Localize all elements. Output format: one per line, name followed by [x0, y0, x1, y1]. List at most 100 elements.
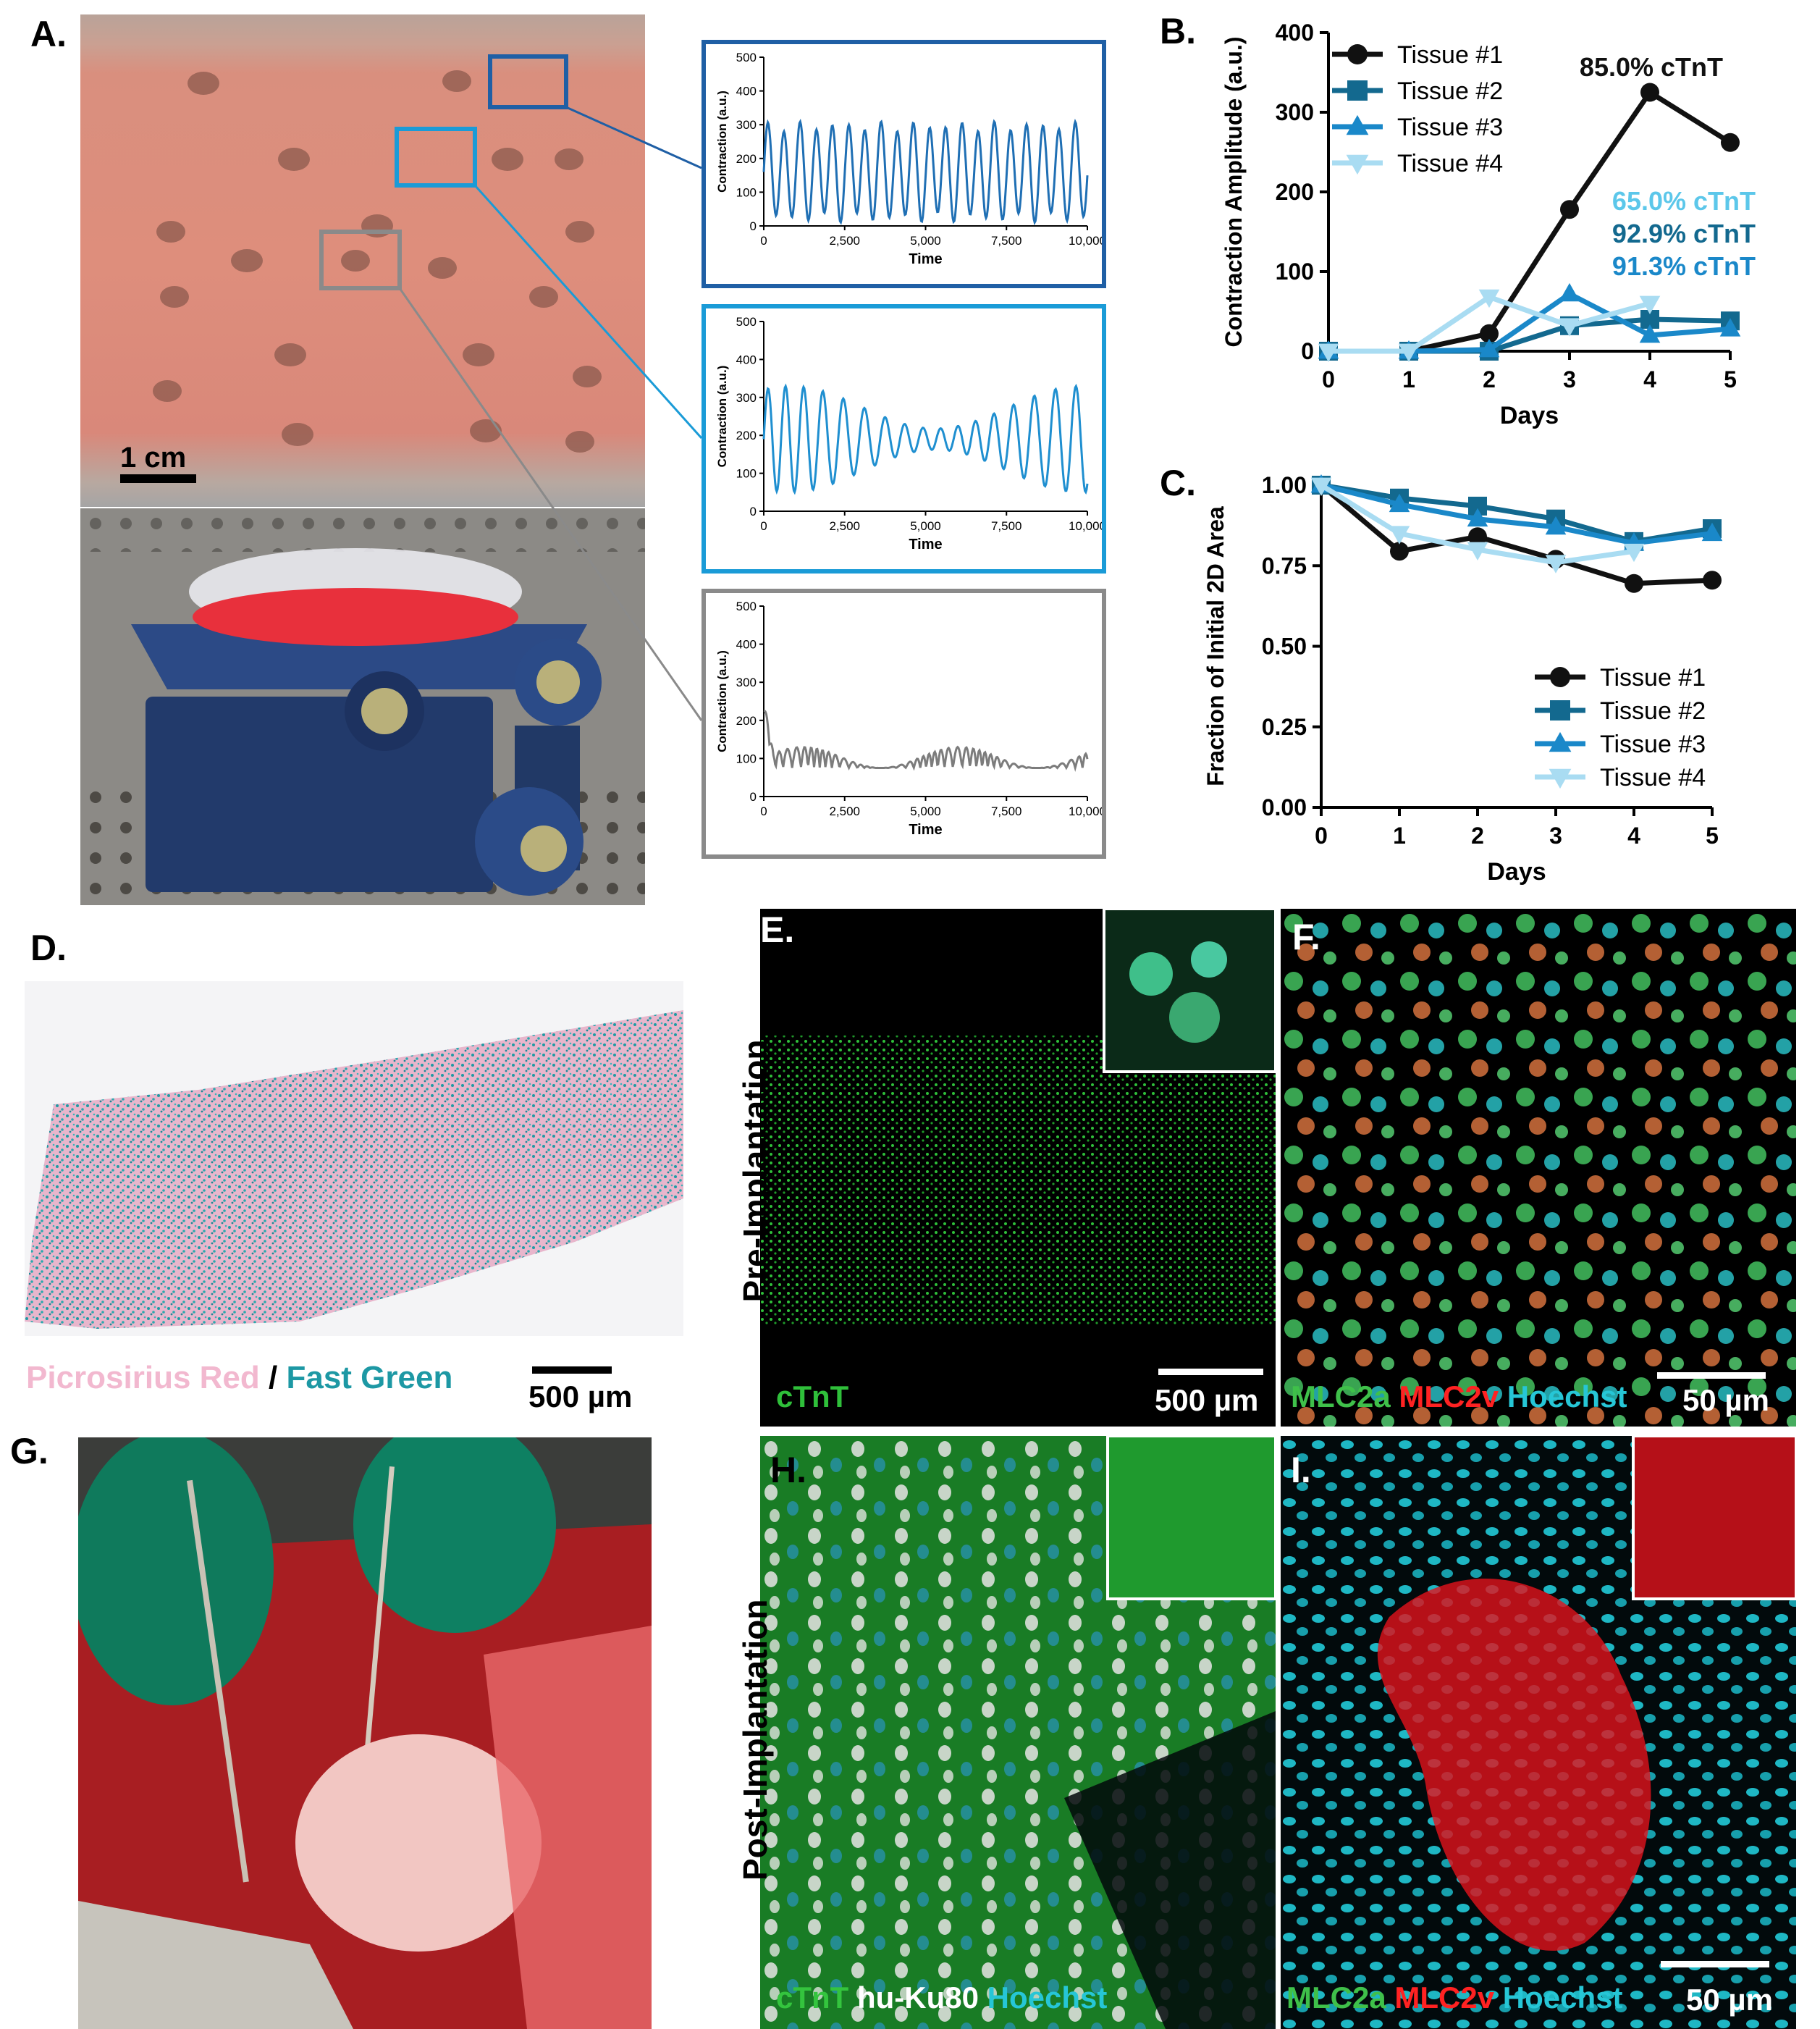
- trace-box-3: 0 100 200 300 400 500 0 2,500 5,000 7,500 10,000 Ti…: [702, 589, 1106, 859]
- y-tick-label: 0: [1301, 338, 1314, 364]
- trace-y-tick-label: 300: [736, 676, 757, 689]
- legend-marker-4: [1549, 768, 1572, 789]
- panel-d-label: D.: [30, 928, 67, 968]
- panel-g-label: G.: [10, 1431, 49, 1471]
- series-point-4: [1467, 542, 1488, 560]
- trace-line: [762, 118, 1089, 226]
- marker-mlc2v-i: MLC2v: [1394, 1980, 1495, 2015]
- series-point-4: [1318, 343, 1339, 362]
- panel-e-label: E.: [760, 910, 795, 950]
- trace-y-tick-label: 0: [750, 505, 757, 518]
- trace-y-tick-label: 400: [736, 638, 757, 652]
- series-point-1: [1390, 542, 1409, 561]
- trace-y-tick-label: 500: [736, 51, 757, 64]
- annotation-1: 85.0% cTnT: [1580, 52, 1723, 82]
- series-point-4: [1478, 289, 1500, 308]
- x-tick-label: 0: [1322, 366, 1335, 392]
- chart-b: 0 100 200 300 400 0 1 2 3 4 5 Days Contraction Ampli…: [1221, 20, 1756, 429]
- mlc-stain-post: [1281, 1436, 1796, 2029]
- series-point-3: [1701, 522, 1723, 542]
- series-point-1: [1560, 200, 1579, 219]
- series-point-3: [1559, 282, 1580, 302]
- marker-hoechst-f: Hoechst: [1507, 1379, 1627, 1413]
- trace-box-1: 0 100 200 300 400 500 0 2,500 5,000 7,500 10,000 Ti…: [702, 40, 1106, 288]
- scale-bar-e-text: 500 µm: [1155, 1383, 1259, 1417]
- device-photo: [80, 508, 645, 905]
- surgery-photo: [78, 1437, 652, 2029]
- trace-y-tick-label: 0: [750, 219, 757, 233]
- marker-legend-h: cTnT hu-Ku80 Hoechst: [776, 1980, 1107, 2015]
- series-line-1: [1319, 483, 1713, 587]
- marker-ctnt-h: cTnT: [776, 1980, 849, 2015]
- mlc-stain: [1281, 909, 1796, 1427]
- legend-marker-4: [1346, 154, 1369, 175]
- stained-tissue: [25, 1010, 683, 1329]
- y-tick-label: 0.00: [1262, 794, 1307, 820]
- trace-y-tick-label: 500: [736, 600, 757, 613]
- scale-bar-d-text: 500 µm: [528, 1379, 633, 1413]
- trace-y-tick-label: 300: [736, 391, 757, 405]
- stain-legend: Picrosirius Red / Fast Green: [26, 1360, 452, 1396]
- trace-line: [762, 383, 1089, 495]
- scale-bar-1cm: 1 cm: [120, 442, 187, 474]
- x-tick-label: 4: [1627, 823, 1640, 849]
- series-point-3: [1478, 338, 1500, 358]
- trace-x-tick-label: 5,000: [910, 805, 941, 818]
- series-point-4: [1389, 526, 1410, 545]
- series-point-4: [1310, 477, 1332, 496]
- series-point-4: [1545, 555, 1567, 574]
- trace-x-tick-label: 2,500: [829, 519, 860, 533]
- panel-b-label: B.: [1160, 11, 1196, 51]
- trace-y-tick-label: 100: [736, 185, 757, 199]
- marker-hoechst-h: Hoechst: [987, 1980, 1108, 2015]
- marker-legend-f: MLC2a MLC2v Hoechst: [1291, 1379, 1627, 1414]
- trace-x-tick-label: 2,500: [829, 234, 860, 248]
- post-implantation-label: Post-Implantation: [736, 1599, 774, 1881]
- x-tick-label: 2: [1471, 823, 1484, 849]
- series-line-3: [1328, 290, 1731, 354]
- marker-legend-i: MLC2a MLC2v Hoechst: [1286, 1980, 1622, 2015]
- trace-line: [763, 710, 1089, 772]
- trace-box-2: 0 100 200 300 400 500 0 2,500 5,000 7,500 10,000 Ti…: [702, 304, 1106, 574]
- series-point-4: [1398, 343, 1420, 362]
- series-point-1: [1625, 574, 1643, 593]
- legend-label-1: Tissue #1: [1397, 41, 1503, 69]
- annotation-2: 65.0% cTnT: [1612, 186, 1756, 216]
- trace-x-tick-label: 7,500: [991, 805, 1022, 818]
- series-point-1: [1703, 571, 1722, 590]
- series-line-3: [1320, 482, 1713, 546]
- marker-mlc2a-i: MLC2a: [1286, 1980, 1386, 2015]
- x-tick-label: 1: [1393, 823, 1406, 849]
- y-axis-label: Contraction Amplitude (a.u.): [1221, 36, 1247, 347]
- legend-marker-3: [1346, 114, 1369, 135]
- trace-y-tick-label: 400: [736, 85, 757, 98]
- legend-label-3: Tissue #3: [1397, 114, 1503, 141]
- series-point-3: [1467, 508, 1488, 527]
- y-tick-label: 0.25: [1262, 714, 1307, 740]
- scale-bar-i-text: 50 µm: [1686, 1983, 1773, 2017]
- histology-section: [25, 981, 683, 1336]
- legend-marker-2: [1347, 80, 1368, 101]
- stain-fastgreen: Fast Green: [286, 1360, 453, 1395]
- chart-c: 0.00 0.25 0.50 0.75 1.00 0 1 2 3 4 5 Days Fraction o…: [1202, 472, 1723, 886]
- legend-label-4: Tissue #4: [1397, 150, 1503, 177]
- if-image-h: H. cTnT hu-Ku80 Hoechst: [760, 1436, 1276, 2029]
- legend-label-1: Tissue #1: [1600, 664, 1706, 692]
- trace-y-tick-label: 100: [736, 752, 757, 765]
- annotation-4: 91.3% cTnT: [1612, 251, 1756, 281]
- scale-bar-d-line: [532, 1366, 612, 1374]
- trace-x-tick-label: 10,000: [1069, 805, 1102, 818]
- series-point-3: [1639, 324, 1661, 343]
- x-tick-label: 3: [1563, 366, 1576, 392]
- x-tick-label: 5: [1706, 823, 1719, 849]
- panel-f-label: F.: [1292, 917, 1320, 957]
- zoom-connectors: [398, 106, 703, 721]
- panel-a-label: A.: [30, 14, 67, 54]
- ctnt-ku80-stain: [760, 1436, 1276, 2029]
- series-point-4: [1559, 318, 1580, 337]
- legend-label-3: Tissue #3: [1600, 731, 1706, 758]
- trace-x-tick-label: 0: [760, 234, 767, 248]
- panel-h-label: H.: [770, 1450, 806, 1490]
- legend-label-4: Tissue #4: [1600, 764, 1706, 791]
- trace-y-label: Contraction (a.u.): [715, 91, 729, 193]
